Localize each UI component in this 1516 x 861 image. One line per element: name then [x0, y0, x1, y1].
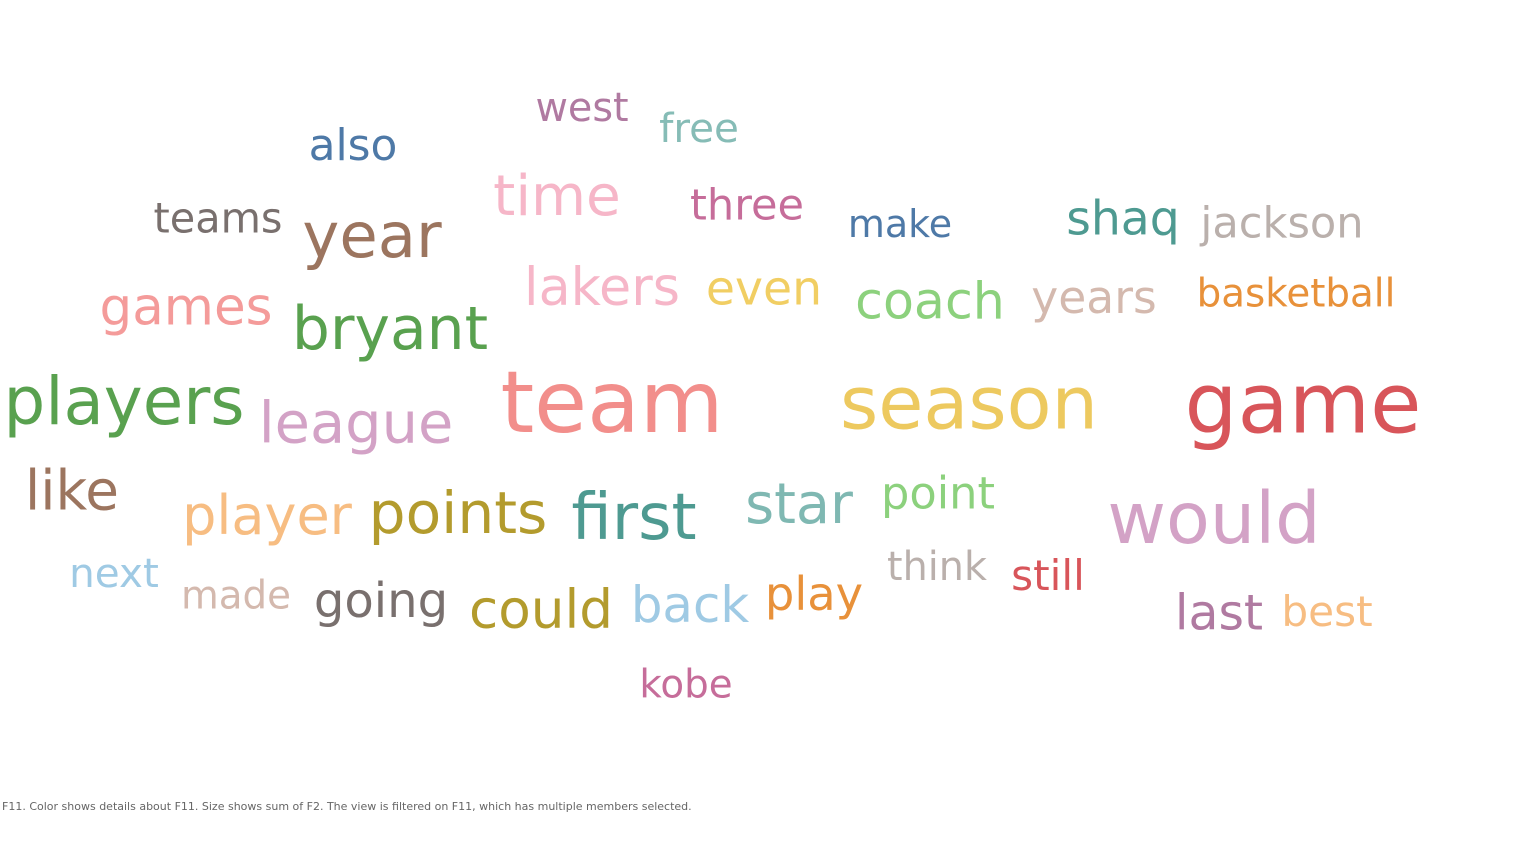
word-cloud: team game season would players first year bryan…: [3, 85, 1422, 708]
word-time: time: [493, 163, 621, 229]
word-point: point: [881, 467, 995, 520]
word-season: season: [839, 361, 1099, 447]
word-jackson: jackson: [1200, 198, 1364, 249]
word-player: player: [182, 484, 352, 547]
word-make: make: [847, 202, 953, 246]
word-year: year: [302, 198, 442, 272]
word-basketball: basketball: [1196, 271, 1396, 317]
word-game: game: [1184, 354, 1422, 453]
word-lakers: lakers: [524, 256, 680, 318]
word-also: also: [308, 120, 398, 172]
word-bryant: bryant: [291, 294, 489, 365]
word-made: made: [180, 573, 292, 619]
word-going: going: [313, 572, 449, 629]
word-next: next: [69, 548, 159, 597]
word-back: back: [630, 576, 750, 635]
word-points: points: [368, 478, 548, 547]
word-league: league: [258, 389, 454, 457]
word-like: like: [25, 458, 119, 523]
word-games: games: [99, 277, 273, 338]
word-would: would: [1107, 476, 1321, 561]
word-first: first: [571, 480, 697, 555]
word-teams: teams: [153, 194, 283, 243]
word-last: last: [1174, 584, 1264, 642]
word-could: could: [468, 578, 614, 641]
word-star: star: [745, 472, 853, 538]
word-years: years: [1031, 271, 1157, 325]
word-team: team: [500, 353, 724, 453]
word-think: think: [887, 544, 987, 591]
word-players: players: [3, 363, 245, 441]
word-west: west: [535, 85, 629, 132]
word-three: three: [689, 180, 805, 231]
word-coach: coach: [855, 271, 1005, 331]
word-free: free: [659, 103, 739, 152]
word-kobe: kobe: [639, 662, 733, 708]
word-even: even: [705, 261, 823, 317]
word-play: play: [764, 566, 864, 621]
word-best: best: [1281, 586, 1373, 636]
chart-caption: F11. Color shows details about F11. Size…: [2, 800, 692, 813]
word-still: still: [1011, 550, 1085, 600]
word-shaq: shaq: [1066, 191, 1180, 247]
